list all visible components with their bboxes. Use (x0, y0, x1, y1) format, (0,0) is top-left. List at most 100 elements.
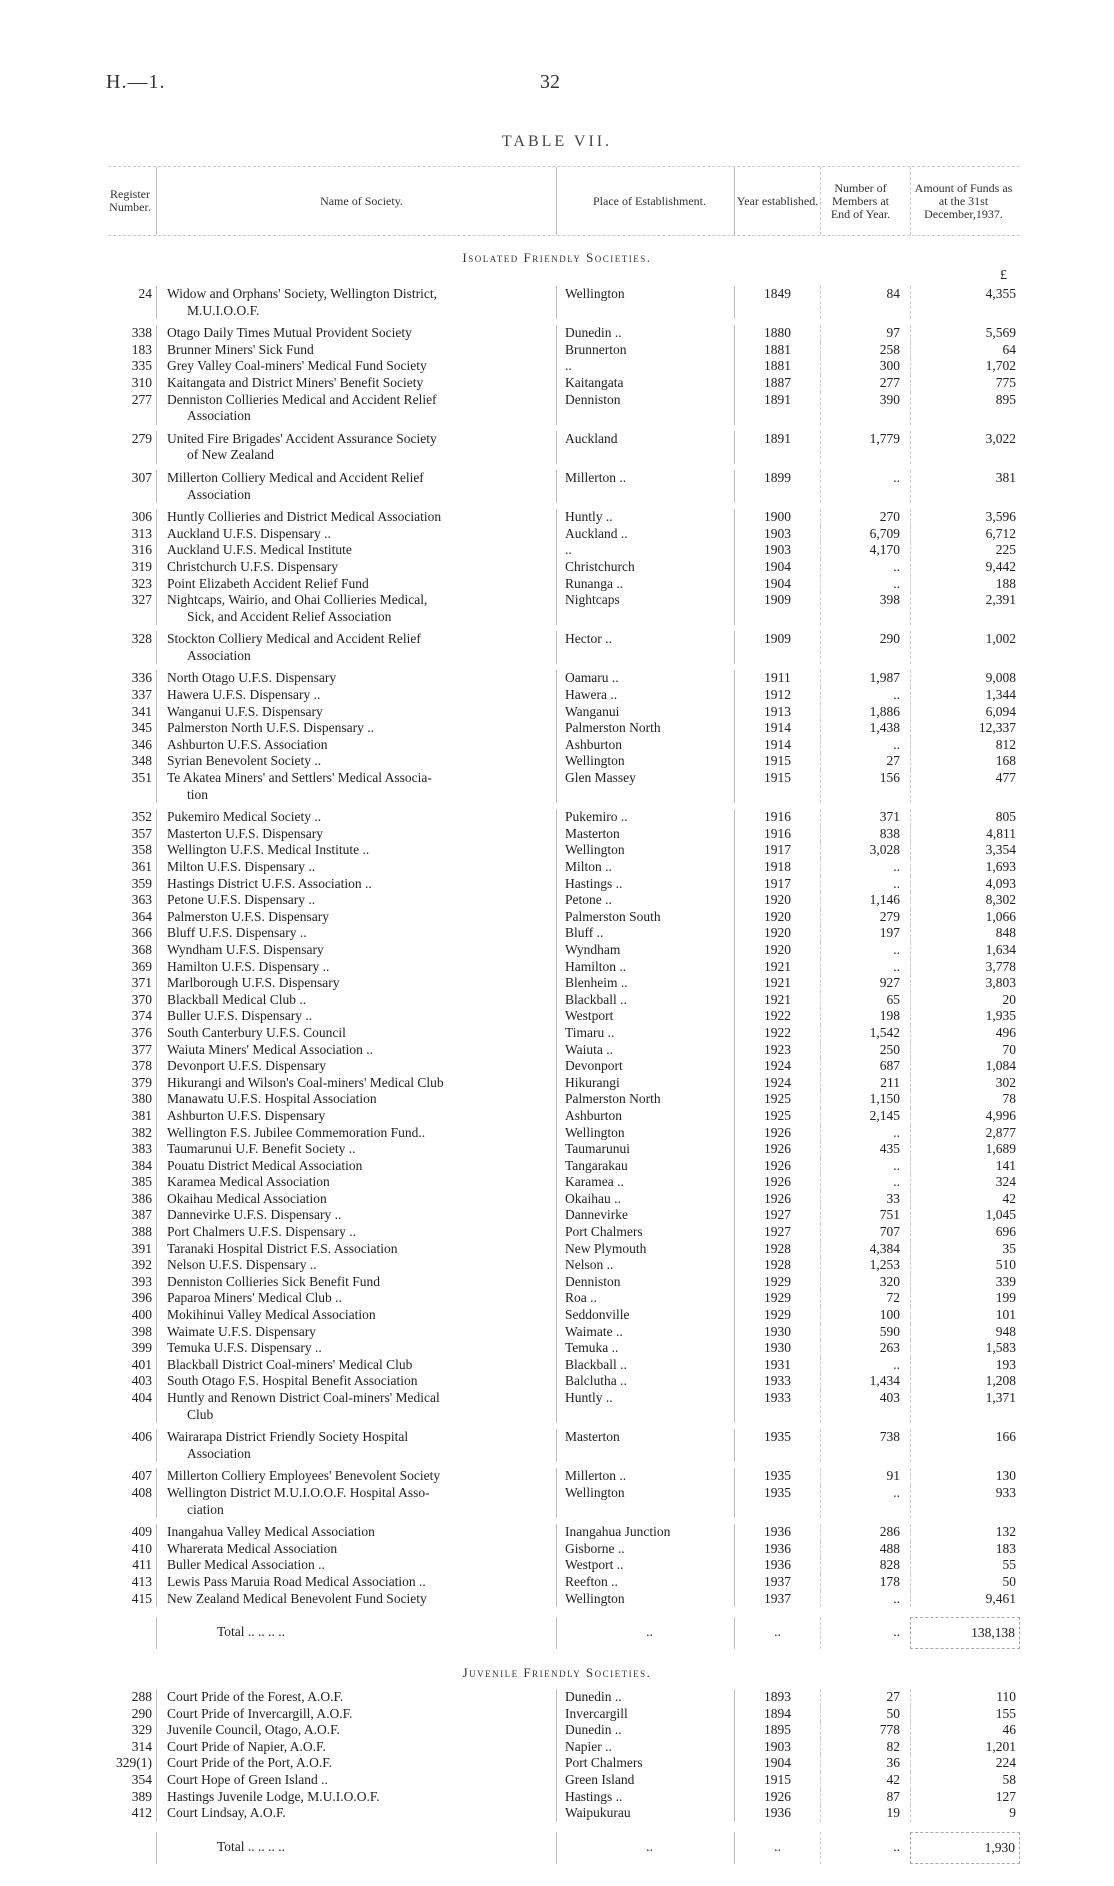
place: Wellington (556, 1484, 734, 1519)
funds: 1,208 (910, 1373, 1020, 1390)
funds: 805 (910, 809, 1020, 826)
society-name: South Canterbury U.F.S. Council (156, 1024, 556, 1042)
col-place: Place of Establishment. (556, 167, 734, 235)
register-number: 310 (131, 374, 152, 390)
table-row: 408 Wellington District M.U.I.O.O.F. Hosp… (108, 1484, 1020, 1524)
society-name-text: Blackball Medical Club .. (167, 991, 307, 1007)
society-name-text: Wairarapa District Friendly Society Hosp… (167, 1429, 409, 1445)
funds: 4,093 (910, 875, 1020, 893)
juvenile-societies-table: 288 Court Pride of the Forest, A.O.F. Dune… (108, 1689, 1020, 1864)
table-row: 389 Hastings Juvenile Lodge, M.U.I.O.O.F.… (108, 1788, 1020, 1806)
funds: 127 (910, 1788, 1020, 1806)
society-name: South Otago F.S. Hospital Benefit Associ… (156, 1373, 556, 1390)
funds: 381 (910, 469, 1020, 504)
register-number: 314 (131, 1738, 152, 1754)
funds: 166 (910, 1429, 1020, 1463)
place: Runanga .. (556, 575, 734, 593)
funds: 1,344 (910, 687, 1020, 704)
funds: 1,583 (910, 1340, 1020, 1357)
members: 82 (820, 1738, 910, 1756)
register-number: 400 (131, 1307, 152, 1323)
register-number: 387 (131, 1207, 152, 1223)
society-name-text: Devonport U.F.S. Dispensary (167, 1058, 327, 1074)
funds: 9,461 (910, 1590, 1020, 1608)
members: 751 (820, 1207, 910, 1225)
members: .. (820, 875, 910, 893)
register-number: 384 (131, 1157, 152, 1173)
register-number: 329 (131, 1722, 152, 1738)
society-name-text: Millerton Colliery Employees' Benevolent… (167, 1468, 441, 1484)
place: Reefton .. (556, 1573, 734, 1591)
members: 277 (820, 374, 910, 392)
register-number: 371 (131, 975, 152, 991)
table-row: 359 Hastings District U.F.S. Association … (108, 875, 1020, 893)
society-name-text: Port Chalmers U.F.S. Dispensary .. (167, 1224, 357, 1240)
place: Christchurch (556, 558, 734, 576)
table-row: 348 Syrian Benevolent Society .. Wellingto… (108, 753, 1020, 771)
place: Blackball .. (556, 991, 734, 1009)
society-name: New Zealand Medical Benevolent Fund Soci… (156, 1590, 556, 1608)
funds: 1,689 (910, 1141, 1020, 1158)
table-row: 381 Ashburton U.F.S. Dispensary Ashburton 1… (108, 1107, 1020, 1125)
funds: 6,712 (910, 525, 1020, 543)
society-name-text: Buller Medical Association .. (167, 1557, 325, 1573)
funds: 9,008 (910, 670, 1020, 688)
register-number: 408 (131, 1484, 152, 1500)
year-established: 1930 (734, 1340, 820, 1357)
members: 6,709 (820, 525, 910, 543)
year-established: 1916 (734, 809, 820, 826)
table-row: 385 Karamea Medical Association Karamea ..… (108, 1174, 1020, 1191)
register-number: 313 (131, 525, 152, 541)
society-name: Wairarapa District Friendly Society Hosp… (156, 1429, 556, 1463)
place: Roa .. (556, 1290, 734, 1308)
society-name-text: Mokihinui Valley Medical Association (167, 1307, 376, 1323)
society-name-text: Court Pride of the Port, A.O.F. (167, 1755, 333, 1771)
members: 371 (820, 809, 910, 826)
place: Palmerston South (556, 908, 734, 926)
place: .. (556, 358, 734, 375)
table-row: 368 Wyndham U.F.S. Dispensary Wyndham 1920.… (108, 941, 1020, 959)
society-name: Karamea Medical Association (156, 1174, 556, 1191)
members: 27 (820, 1689, 910, 1706)
members: .. (820, 941, 910, 959)
place: Blackball .. (556, 1356, 734, 1374)
members: .. (820, 1174, 910, 1191)
funds: 3,778 (910, 958, 1020, 976)
register-number: 357 (131, 825, 152, 841)
table-row: 346 Ashburton U.F.S. Association Ashburton… (108, 736, 1020, 754)
society-name-text: Kaitangata and District Miners' Benefit … (167, 374, 424, 390)
funds: 3,022 (910, 430, 1020, 464)
table-row: 277 Denniston Collieries Medical and Acci… (108, 391, 1020, 431)
society-name-text: Okaihau Medical Association (167, 1190, 327, 1206)
society-name: Waiuta Miners' Medical Association .. (156, 1041, 556, 1059)
year-established: 1936 (734, 1540, 820, 1558)
register-number: 329(1) (116, 1755, 152, 1771)
year-established: 1893 (734, 1689, 820, 1706)
year-established: 1931 (734, 1356, 820, 1374)
year-established: 1924 (734, 1074, 820, 1092)
register-number: 316 (131, 542, 152, 558)
register-number: 369 (131, 958, 152, 974)
society-name-text: Hawera U.F.S. Dispensary .. (167, 687, 321, 703)
year-established: 1936 (734, 1805, 820, 1822)
members: 4,384 (820, 1240, 910, 1258)
society-name: Otago Daily Times Mutual Provident Socie… (156, 325, 556, 342)
place: Auckland .. (556, 525, 734, 543)
funds: 141 (910, 1157, 1020, 1175)
table-row: 24 Widow and Orphans' Society, Wellington… (108, 286, 1020, 325)
section-heading-isolated: Isolated Friendly Societies. (462, 250, 652, 265)
register-number: 277 (131, 391, 152, 407)
funds: 110 (910, 1689, 1020, 1706)
year-established: 1880 (734, 325, 820, 342)
society-name-text: Taranaki Hospital District F.S. Associat… (167, 1240, 398, 1256)
place: Port Chalmers (556, 1224, 734, 1241)
register-number: 354 (131, 1771, 152, 1787)
society-name-text: Hastings Juvenile Lodge, M.U.I.O.O.F. (167, 1788, 380, 1804)
year-established: 1903 (734, 1738, 820, 1756)
society-name: Widow and Orphans' Society, Wellington D… (156, 286, 556, 320)
society-name-text: Buller U.F.S. Dispensary .. (167, 1008, 313, 1024)
register-number: 415 (131, 1590, 152, 1606)
place: Napier .. (556, 1738, 734, 1756)
society-name: Hamilton U.F.S. Dispensary .. (156, 958, 556, 976)
place: Karamea .. (556, 1174, 734, 1191)
